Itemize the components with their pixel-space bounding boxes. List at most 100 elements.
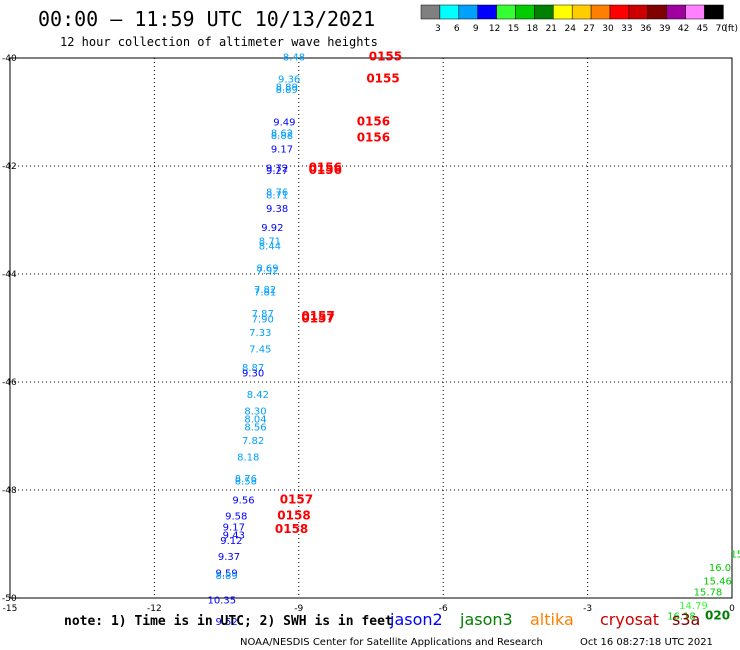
wave-height-label: 8.76 [266, 188, 288, 199]
wave-height-label: 9.58 [225, 512, 247, 523]
y-tick-label: -42 [2, 162, 17, 172]
scale-value: 3 [435, 24, 441, 34]
pass-time-label: 0156 [357, 131, 390, 145]
wave-height-label: 9.37 [218, 552, 240, 563]
legend-item: altika [530, 610, 574, 629]
wave-height-label: 14.79 [679, 601, 708, 612]
scale-value: 39 [659, 24, 671, 34]
y-tick-label: -46 [2, 378, 17, 388]
y-tick-label: -44 [2, 270, 17, 280]
wave-height-label: 8.18 [237, 452, 259, 463]
wave-height-label: 8.71 [259, 236, 281, 247]
scale-value: 45 [697, 24, 708, 34]
scale-value: 9 [473, 24, 479, 34]
wave-height-label: 8.30 [244, 406, 266, 417]
legend-item: cryosat [600, 610, 659, 629]
scale-swatch [420, 4, 441, 20]
wave-height-label: 8.89 [215, 571, 237, 582]
wave-height-label: 9.43 [223, 531, 245, 542]
wave-height-label: 9.30 [242, 369, 264, 380]
scale-swatch [590, 4, 611, 20]
scale-swatch [571, 4, 592, 20]
wave-height-label: 8.44 [259, 242, 281, 253]
scale-swatch [477, 4, 497, 20]
wave-height-label: 9.12 [220, 536, 242, 547]
scale-value: 6 [454, 24, 460, 34]
wave-height-label: 7.92 [256, 266, 278, 277]
wave-height-label: 8.58 [235, 477, 257, 488]
scale-value: 21 [546, 24, 557, 34]
scale-swatch [628, 4, 649, 20]
wave-height-label: 7.87 [252, 309, 274, 320]
scale-value: 24 [564, 24, 576, 34]
footer-credit: NOAA/NESDIS Center for Satellite Applica… [240, 637, 543, 648]
chart-title: 00:00 – 11:59 UTC 10/13/2021 [38, 7, 375, 31]
scale-swatch [704, 4, 724, 20]
pass-time-label: 0156 [309, 160, 342, 174]
footer-timestamp: Oct 16 08:27:18 UTC 2021 [580, 637, 713, 648]
scale-value: 18 [527, 24, 539, 34]
wave-height-label: 9.38 [266, 204, 288, 215]
scale-swatch [534, 4, 554, 20]
legend-item: jason2 [389, 610, 443, 629]
wave-height-label: 9.17 [223, 523, 245, 534]
y-tick-label: -50 [2, 594, 17, 604]
wave-height-label: 8.56 [244, 423, 266, 434]
scale-swatch [685, 4, 705, 20]
wave-height-label: 9.52 [215, 617, 237, 628]
color-scale: 3 6 9 12 15 18 21 24 27 30 33 36 39 42 45 70(ft) [420, 4, 738, 34]
scale-swatch [458, 4, 478, 20]
scale-value: 70 [716, 24, 728, 34]
pass-time-label: 0157 [280, 493, 313, 507]
pass-time-label: 0156 [309, 163, 342, 177]
wave-height-label: 9.72 [266, 163, 288, 174]
x-tick-label: -9 [294, 604, 303, 614]
pass-time-labels: 0155015501560156015601560157015701570158… [275, 50, 730, 623]
y-tick-labels: -40 -42 -44 -46 -48 -50 [2, 54, 17, 604]
pass-time-label: 0157 [301, 312, 334, 326]
x-tick-label: -3 [583, 604, 592, 614]
wave-height-label: 7.90 [252, 315, 274, 326]
wave-height-label: 16.18 [667, 612, 696, 623]
scale-value: 15 [508, 24, 519, 34]
pass-time-label: 0158 [275, 522, 308, 536]
scale-value: 36 [640, 24, 652, 34]
scale-value: 12 [489, 24, 500, 34]
scale-value: 27 [583, 24, 594, 34]
wave-height-label: 8.76 [235, 474, 257, 485]
x-tick-label: 0 [729, 604, 735, 614]
x-tick-label: -15 [3, 604, 18, 614]
wave-height-label: 8.69 [256, 263, 278, 274]
scale-swatch [496, 4, 516, 20]
wave-height-label: 8.04 [244, 415, 266, 426]
x-tick-labels: -15 -12 -9 -6 -3 0 [3, 604, 735, 614]
wave-height-label: 9.27 [266, 166, 288, 177]
x-tick-label: -6 [439, 604, 448, 614]
scale-swatch [647, 4, 667, 20]
wave-height-label: 8.88 [271, 131, 293, 142]
pass-time-label: 0155 [366, 71, 399, 85]
y-tick-label: -48 [2, 486, 17, 496]
wave-height-label: 8.42 [247, 390, 269, 401]
grid [10, 58, 732, 598]
pass-time-label: 0157 [301, 309, 334, 323]
pass-time-label: 0155 [369, 50, 402, 64]
wave-height-label: 7.33 [249, 328, 271, 339]
wave-height-label: 9.56 [232, 496, 254, 507]
wave-height-label: 8.62 [271, 128, 293, 139]
wave-height-label: 8.89 [276, 85, 298, 96]
wave-height-label: 15 [730, 550, 740, 561]
pass-time-label: 0156 [357, 115, 390, 129]
scale-value: 33 [621, 24, 632, 34]
scale-value: 42 [678, 24, 689, 34]
wave-height-label: 9.92 [261, 223, 283, 234]
y-tick-label: -40 [2, 54, 17, 64]
wave-height-label: 7.45 [249, 344, 271, 355]
wave-height-label: 7.82 [254, 285, 276, 296]
wave-height-label: 9.36 [278, 74, 300, 85]
wave-height-label: 9.49 [273, 118, 295, 129]
legend-item: s3a [672, 610, 700, 629]
scale-unit: (ft) [724, 24, 738, 34]
footer-note: note: 1) Time is in UTC; 2) SWH is in fe… [64, 614, 393, 629]
